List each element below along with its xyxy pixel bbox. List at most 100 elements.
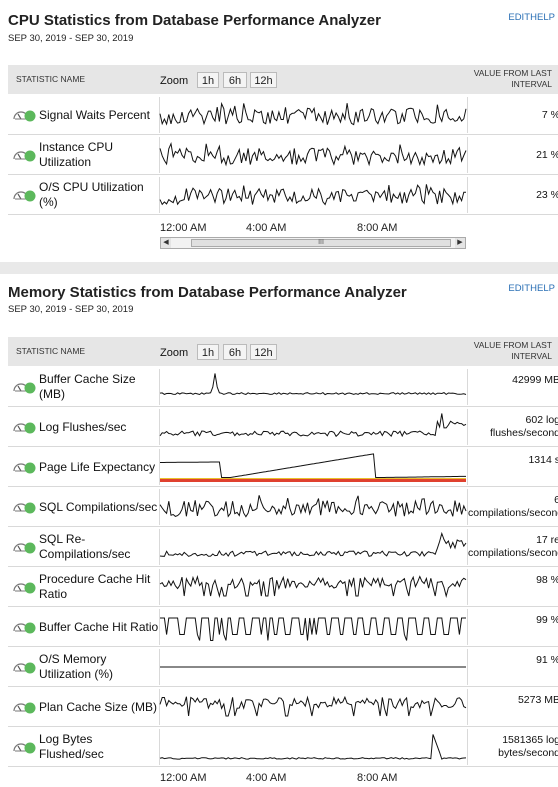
cpu-sparkline-chart[interactable] xyxy=(159,180,466,210)
column-divider xyxy=(159,137,160,173)
memory-stat-name[interactable]: Log Bytes Flushed/sec xyxy=(39,732,159,762)
cpu-stat-value: 21 % xyxy=(536,149,558,161)
memory-stat-name[interactable]: SQL Compilations/sec xyxy=(39,492,159,522)
scroll-right-arrow-icon[interactable]: ▶ xyxy=(455,238,465,248)
memory-stat-name[interactable]: Buffer Cache Size (MB) xyxy=(39,372,159,402)
column-divider xyxy=(467,97,468,133)
memory-stat-value: 1581365 log bytes/second xyxy=(468,734,558,760)
memory-stat-row: Page Life Expectancy 1314 s xyxy=(8,447,558,487)
cpu-zoom-12h-button[interactable]: 12h xyxy=(250,72,277,88)
memory-stat-row: O/S Memory Utilization (%) 91 % xyxy=(8,647,558,687)
gauge-icon[interactable] xyxy=(13,700,37,714)
memory-stat-name[interactable]: SQL Re-Compilations/sec xyxy=(39,532,159,562)
gauge-icon[interactable] xyxy=(13,188,37,202)
memory-stat-name[interactable]: Procedure Cache Hit Ratio xyxy=(39,572,159,602)
column-divider xyxy=(159,177,160,213)
memory-time-label-4am: 4:00 AM xyxy=(246,772,287,784)
column-divider xyxy=(159,369,160,405)
column-divider xyxy=(159,529,160,565)
memory-stat-row: Buffer Cache Hit Ratio 99 % xyxy=(8,607,558,647)
column-divider xyxy=(467,649,468,685)
gauge-icon[interactable] xyxy=(13,540,37,554)
memory-stat-value: 17 re compilations/second xyxy=(468,534,558,560)
memory-stat-name[interactable]: Buffer Cache Hit Ratio xyxy=(39,612,159,642)
stat-name-text: O/S CPU Utilization (%) xyxy=(39,180,144,209)
memory-sparkline-chart[interactable] xyxy=(159,692,467,722)
stat-value-line1: 1581365 log xyxy=(502,734,558,746)
cpu-stat-name[interactable]: Instance CPU Utilization xyxy=(39,140,159,170)
stat-name-text: Signal Waits Percent xyxy=(39,107,150,122)
gauge-icon[interactable] xyxy=(13,660,37,674)
cpu-header-value-line1: VALUE FROM LAST xyxy=(473,68,552,78)
stat-name-text: Log Flushes/sec xyxy=(39,419,127,434)
stat-value-line2: compilations/second xyxy=(468,507,558,519)
cpu-time-label-8am: 8:00 AM xyxy=(357,222,398,234)
memory-zoom-label: Zoom xyxy=(160,347,189,359)
gauge-icon[interactable] xyxy=(13,500,37,514)
gauge-icon[interactable] xyxy=(13,420,37,434)
memory-stat-name[interactable]: Log Flushes/sec xyxy=(39,412,159,442)
memory-statistics-panel: Memory Statistics from Database Performa… xyxy=(0,274,558,787)
cpu-statistics-panel: CPU Statistics from Database Performance… xyxy=(0,0,558,262)
memory-zoom-12h-button[interactable]: 12h xyxy=(250,344,277,360)
memory-stat-name[interactable]: O/S Memory Utilization (%) xyxy=(39,652,159,682)
gauge-icon[interactable] xyxy=(13,460,37,474)
gauge-icon[interactable] xyxy=(13,148,37,162)
gauge-icon[interactable] xyxy=(13,108,37,122)
cpu-stat-row: O/S CPU Utilization (%) 23 % xyxy=(8,175,558,215)
memory-stat-value: 91 % xyxy=(468,654,558,667)
cpu-date-range: SEP 30, 2019 - SEP 30, 2019 xyxy=(8,33,134,44)
memory-sparkline-chart[interactable] xyxy=(159,372,467,402)
cpu-sparkline-chart[interactable] xyxy=(159,100,467,130)
cpu-zoom-1h-button[interactable]: 1h xyxy=(197,72,219,88)
memory-sparkline-chart[interactable] xyxy=(160,652,466,682)
cpu-zoom-6h-button[interactable]: 6h xyxy=(223,72,247,88)
gauge-icon[interactable] xyxy=(13,580,37,594)
cpu-time-label-4am: 4:00 AM xyxy=(246,222,287,234)
column-divider xyxy=(159,449,160,485)
memory-sparkline-chart[interactable] xyxy=(159,492,467,522)
column-divider xyxy=(467,409,468,445)
cpu-stat-name[interactable]: O/S CPU Utilization (%) xyxy=(39,180,159,210)
cpu-panel-title: CPU Statistics from Database Performance… xyxy=(8,12,381,29)
memory-edit-link[interactable]: EDIT xyxy=(508,283,530,294)
memory-stat-name[interactable]: Plan Cache Size (MB) xyxy=(39,692,159,722)
memory-stat-name[interactable]: Page Life Expectancy xyxy=(39,452,159,482)
cpu-stat-name[interactable]: Signal Waits Percent xyxy=(39,100,159,130)
gauge-icon[interactable] xyxy=(13,740,37,754)
memory-sparkline-chart[interactable] xyxy=(159,531,467,562)
memory-sparkline-chart[interactable] xyxy=(160,612,466,642)
memory-zoom-6h-button[interactable]: 6h xyxy=(223,344,247,360)
stat-name-text: O/S Memory Utilization (%) xyxy=(39,652,114,681)
stat-name-text: Procedure Cache Hit Ratio xyxy=(39,572,151,601)
memory-zoom-1h-button[interactable]: 1h xyxy=(197,344,219,360)
stat-value-line1: 602 log xyxy=(525,414,558,426)
cpu-stat-row: Instance CPU Utilization 21 % xyxy=(8,135,558,175)
stat-name-text: Plan Cache Size (MB) xyxy=(39,699,158,714)
panel-separator xyxy=(0,262,558,274)
cpu-edit-link[interactable]: EDIT xyxy=(508,12,530,23)
column-divider xyxy=(159,609,160,645)
memory-stat-value: 98 % xyxy=(468,574,558,587)
memory-sparkline-chart[interactable] xyxy=(159,412,467,442)
stat-value-line1: 1314 s xyxy=(528,454,558,466)
memory-stat-row: Plan Cache Size (MB) 5273 MB xyxy=(8,687,558,727)
memory-help-link[interactable]: HELP xyxy=(530,283,555,294)
stat-value-line1: 6 xyxy=(554,494,558,506)
memory-stat-value: 1314 s xyxy=(468,454,558,467)
stat-value-line1: 99 % xyxy=(536,614,558,626)
stat-value-line1: 42999 MB xyxy=(512,374,558,386)
cpu-timeline-scrollbar[interactable]: ◀ III ▶ xyxy=(160,237,466,249)
column-divider xyxy=(467,609,468,645)
memory-sparkline-chart[interactable] xyxy=(160,452,466,482)
scrollbar-thumb[interactable]: III xyxy=(191,239,451,247)
cpu-stat-value: 23 % xyxy=(536,189,558,201)
cpu-sparkline-chart[interactable] xyxy=(159,140,467,170)
cpu-help-link[interactable]: HELP xyxy=(530,12,555,23)
scroll-left-arrow-icon[interactable]: ◀ xyxy=(161,238,171,248)
memory-sparkline-chart[interactable] xyxy=(159,572,467,602)
gauge-icon[interactable] xyxy=(13,620,37,634)
stat-value-line1: 91 % xyxy=(536,654,558,666)
gauge-icon[interactable] xyxy=(13,380,37,394)
memory-sparkline-chart[interactable] xyxy=(159,732,467,762)
